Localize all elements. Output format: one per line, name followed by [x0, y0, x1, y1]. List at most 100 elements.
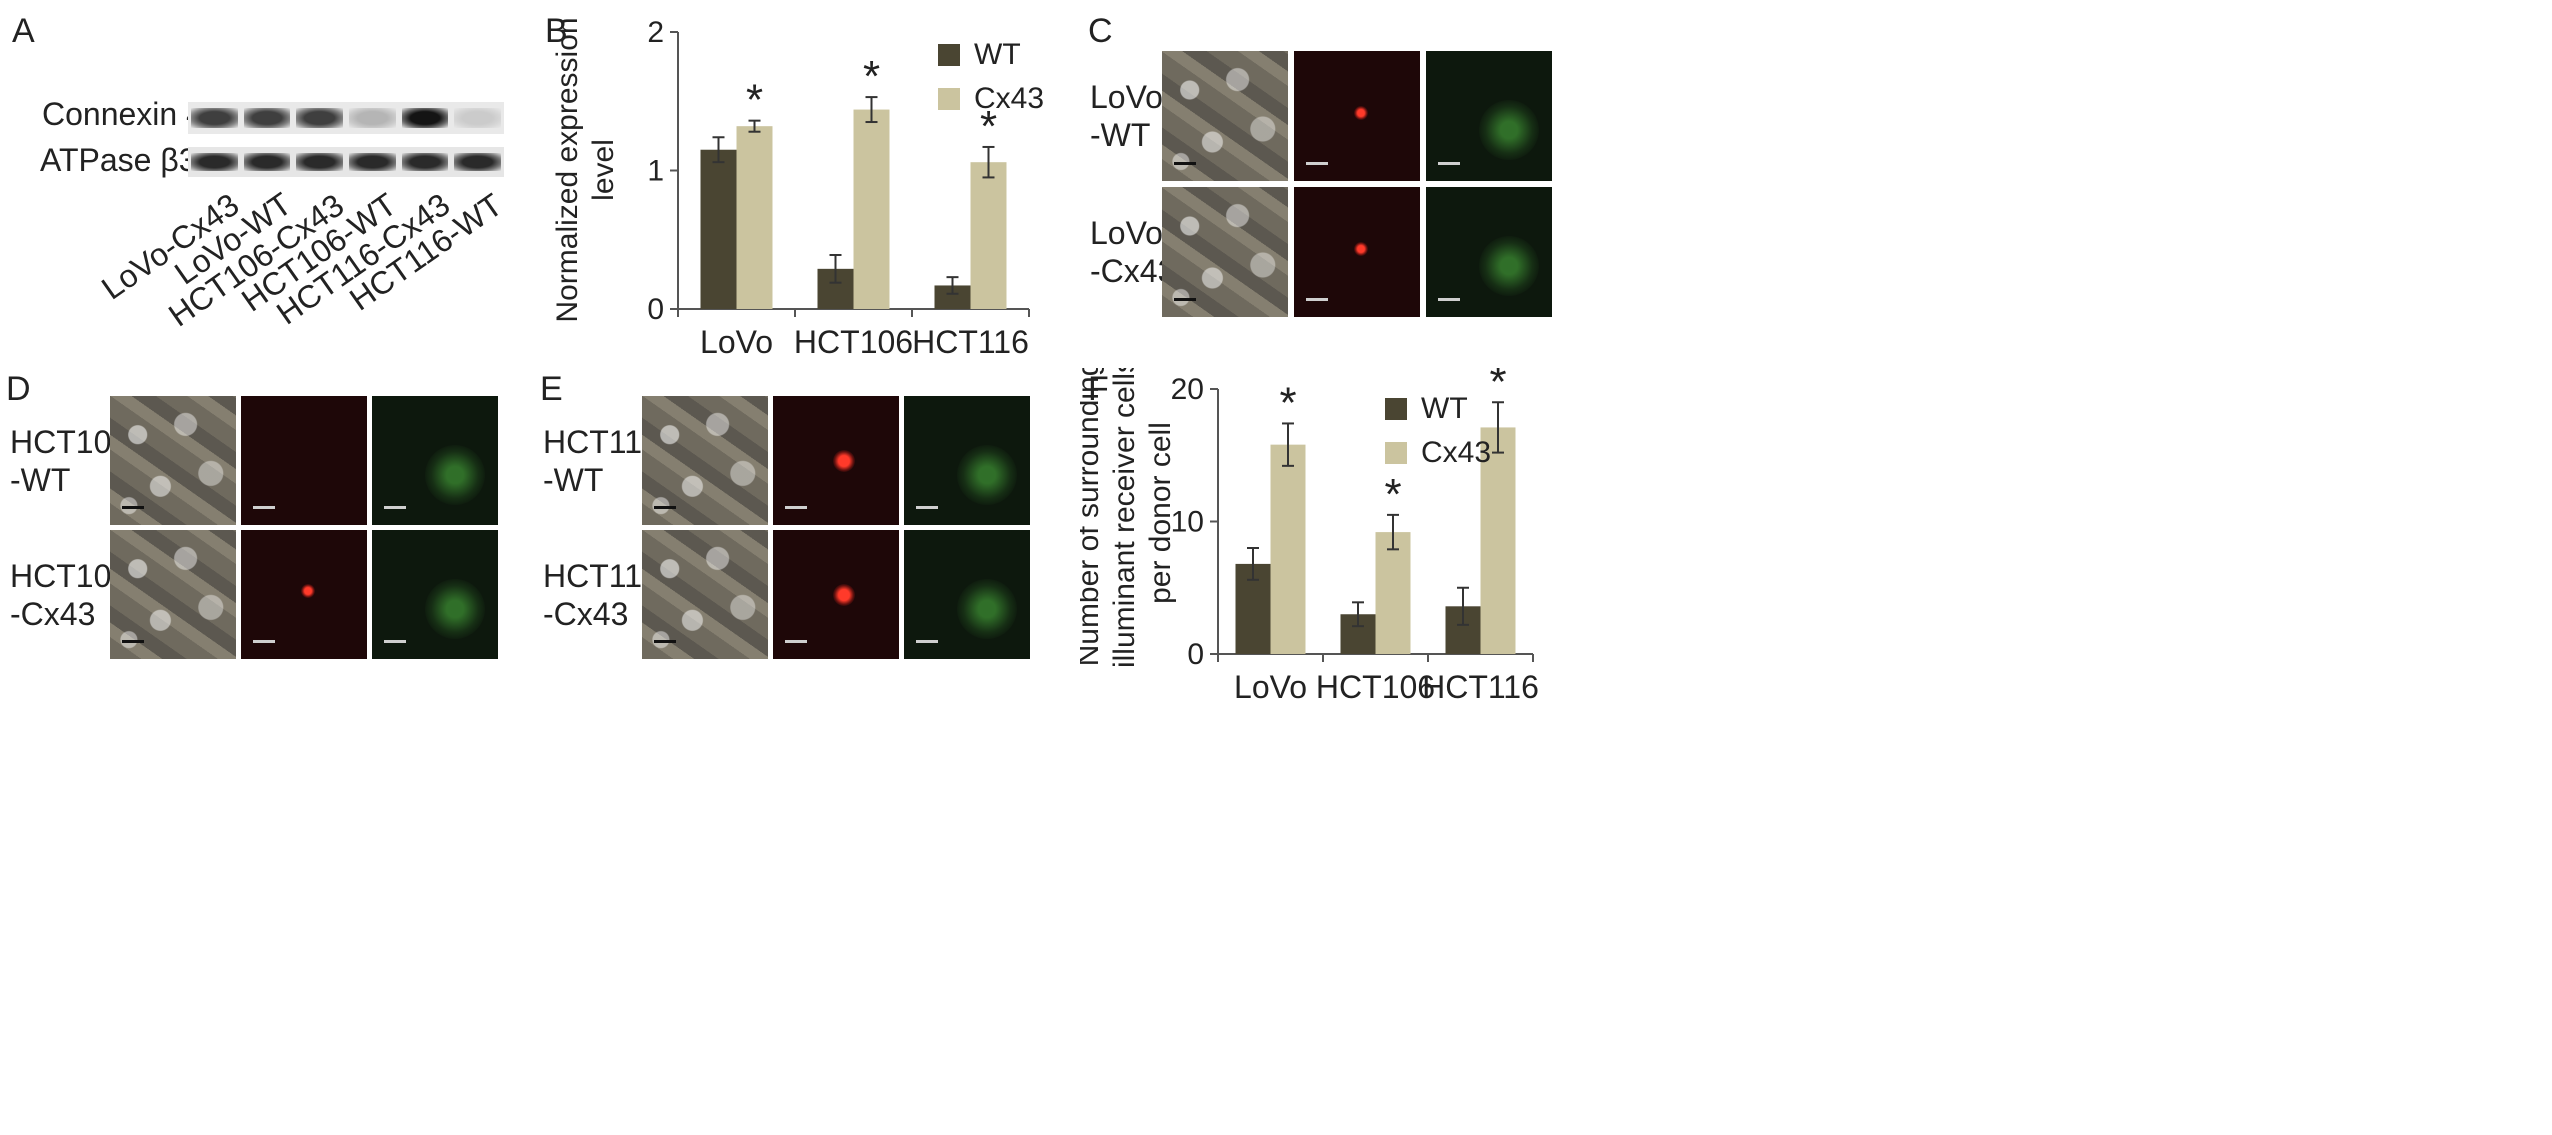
micrograph-phase	[110, 530, 236, 659]
micrograph-row-label: LoVo -Cx43	[1090, 215, 1176, 290]
micrograph-green	[904, 396, 1030, 525]
blot-row-label-atpase: ATPase β3	[40, 142, 197, 178]
blot-band	[454, 153, 501, 171]
y-tick-label: 2	[647, 16, 664, 49]
micrograph-row-label: HCT116 -WT	[543, 423, 660, 498]
bar-wt	[934, 285, 971, 309]
y-tick-label: 0	[1187, 638, 1204, 671]
green-fluorescent-cells	[424, 579, 485, 640]
blot-band	[191, 108, 238, 128]
significance-asterisk: *	[1384, 470, 1401, 519]
blot-band	[349, 108, 396, 128]
bar-cx43	[853, 109, 890, 309]
bar-wt	[700, 149, 737, 309]
legend-label-cx43: Cx43	[974, 82, 1044, 115]
scale-bar	[1174, 298, 1196, 301]
scale-bar	[253, 506, 275, 509]
blot-band	[349, 153, 396, 171]
micrograph-green	[372, 530, 498, 659]
panel-label-f: F	[1088, 370, 1109, 408]
scale-bar	[1438, 298, 1460, 301]
y-tick-label: 1	[647, 155, 664, 188]
blot-band	[243, 153, 291, 171]
red-fluorescent-donor-cell	[1354, 241, 1369, 256]
legend-swatch-cx43	[938, 88, 960, 110]
red-fluorescent-donor-cell	[301, 584, 316, 599]
legend-swatch-cx43	[1385, 442, 1407, 464]
legend-swatch-wt	[938, 44, 960, 66]
micrograph-phase	[642, 396, 768, 525]
legend-label-wt: WT	[974, 38, 1021, 71]
blot-band	[401, 153, 449, 171]
y-tick-label: 0	[647, 293, 664, 326]
blot-strip-atpase	[188, 147, 504, 177]
scale-bar	[1174, 162, 1196, 165]
scale-bar	[122, 506, 144, 509]
panel-label-b: B	[545, 12, 568, 50]
bar-cx43	[970, 162, 1007, 309]
category-label: HCT106	[1316, 669, 1435, 705]
legend-swatch-wt	[1385, 398, 1407, 420]
green-fluorescent-cells	[956, 445, 1017, 506]
scale-bar	[384, 506, 406, 509]
y-tick-label: 10	[1171, 506, 1204, 539]
micrograph-row-label: HCT116 -Cx43	[543, 557, 660, 632]
micrograph-green	[1426, 51, 1552, 181]
micrograph-red	[1294, 187, 1420, 317]
green-fluorescent-cells	[1478, 236, 1539, 297]
y-axis-label: Number of surrounding illuminant receiver…	[1080, 368, 1177, 668]
blot-strip-connexin43	[188, 102, 504, 134]
blot-band	[191, 153, 238, 171]
scale-bar	[1306, 162, 1328, 165]
scale-bar	[1438, 162, 1460, 165]
significance-asterisk: *	[1279, 378, 1296, 427]
blot-band	[243, 108, 291, 128]
category-label: HCT116	[1422, 669, 1539, 705]
micrograph-phase	[110, 396, 236, 525]
micrograph-row-label: HCT106 -Cx43	[10, 557, 130, 632]
panel-label-a: A	[12, 12, 35, 50]
green-fluorescent-cells	[956, 579, 1017, 640]
significance-asterisk: *	[746, 76, 763, 125]
category-label: HCT116	[912, 324, 1029, 360]
scale-bar	[916, 506, 938, 509]
panel-label-c: C	[1088, 12, 1113, 50]
blot-band	[296, 108, 343, 128]
scale-bar	[384, 640, 406, 643]
micrograph-green	[904, 530, 1030, 659]
micrograph-phase	[1162, 51, 1288, 181]
micrograph-row-label: HCT106 -WT	[10, 423, 130, 498]
bar-cx43	[1270, 444, 1306, 654]
panel-label-e: E	[540, 370, 563, 408]
category-label: LoVo	[700, 324, 773, 360]
legend-label-wt: WT	[1421, 392, 1468, 425]
significance-asterisk: *	[1489, 368, 1506, 406]
scale-bar	[654, 640, 676, 643]
micrograph-green	[372, 396, 498, 525]
blot-band	[454, 108, 501, 128]
green-fluorescent-cells	[1478, 100, 1539, 161]
bar-cx43	[736, 126, 773, 310]
micrograph-red	[1294, 51, 1420, 181]
significance-asterisk: *	[863, 52, 880, 101]
micrograph-phase	[1162, 187, 1288, 317]
red-fluorescent-donor-cell	[1354, 105, 1369, 120]
y-axis-label: Normalized expression level	[551, 17, 620, 322]
bar-cx43	[1375, 532, 1411, 654]
micrograph-red	[241, 530, 367, 659]
scale-bar	[785, 506, 807, 509]
y-tick-label: 20	[1171, 373, 1204, 406]
micrograph-phase	[642, 530, 768, 659]
blot-band	[401, 108, 449, 128]
scale-bar	[916, 640, 938, 643]
legend-label-cx43: Cx43	[1421, 436, 1491, 469]
micrograph-row-label: LoVo -WT	[1090, 79, 1163, 154]
category-label: LoVo	[1234, 669, 1307, 705]
category-label: HCT106	[794, 324, 913, 360]
panel-label-d: D	[6, 370, 31, 408]
scale-bar	[253, 640, 275, 643]
micrograph-red	[773, 396, 899, 525]
chart-f-receiver-cells: 0 10 20 * LoVo * HCT106 * HCT116 Number of surrou…	[1080, 368, 1539, 705]
red-fluorescent-donor-cell	[833, 584, 856, 607]
scale-bar	[122, 640, 144, 643]
